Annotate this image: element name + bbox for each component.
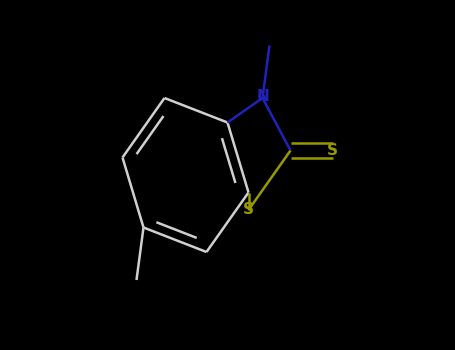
Text: S: S	[243, 203, 254, 217]
Text: S: S	[327, 143, 338, 158]
Text: N: N	[256, 89, 269, 104]
